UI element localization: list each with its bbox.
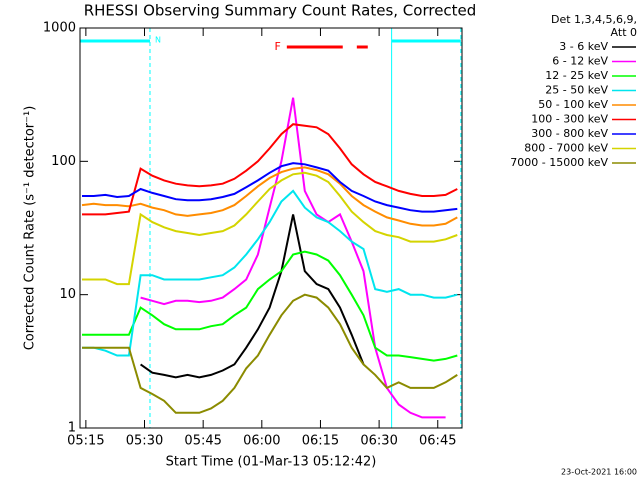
legend-label: 3 - 6 keV [559,40,608,53]
legend-label: 100 - 300 keV [531,113,608,126]
legend-label: 12 - 25 keV [545,69,608,82]
legend-label: 300 - 800 keV [531,127,608,140]
series-line [82,123,458,216]
chart-title: RHESSI Observing Summary Count Rates, Co… [84,2,477,20]
x-tick-label: 05:15 [67,434,104,449]
y-tick-label: 100 [51,154,76,169]
x-tick-label: 06:45 [419,434,456,449]
x-tick-label: 06:15 [302,434,339,449]
series-line [82,171,458,286]
plot-frame [79,27,463,429]
y-axis-label: Corrected Count Rate (s⁻¹ detector⁻¹) [23,106,38,351]
series-line [140,97,446,419]
x-tick-label: 06:30 [360,434,397,449]
legend-title: Det 1,3,4,5,6,9, [551,13,637,26]
legend-label: 800 - 7000 keV [524,142,608,155]
legend-label: 50 - 100 keV [538,98,608,111]
x-axis-label: Start Time (01-Mar-13 05:12:42) [166,455,377,470]
x-tick-label: 06:00 [243,434,280,449]
legend-label: 25 - 50 keV [545,84,608,97]
flare-label: F [275,40,281,53]
legend-title: Att 0 [611,26,637,39]
y-tick-label: 10 [59,287,76,302]
date-stamp: 23-Oct-2021 16:00 [561,468,637,477]
legend-label: 7000 - 15000 keV [510,156,608,169]
series-line [82,250,458,362]
x-tick-label: 05:30 [126,434,163,449]
series-line [82,293,458,414]
x-tick-label: 05:45 [184,434,221,449]
series-line [81,166,458,227]
y-tick-label: 1 [68,421,76,436]
series-line [140,214,365,379]
legend-label: 6 - 12 keV [552,55,608,68]
series-line [82,162,458,213]
y-tick-label: 1000 [43,21,76,36]
series-line [82,189,458,357]
interval-label: N [155,36,161,45]
